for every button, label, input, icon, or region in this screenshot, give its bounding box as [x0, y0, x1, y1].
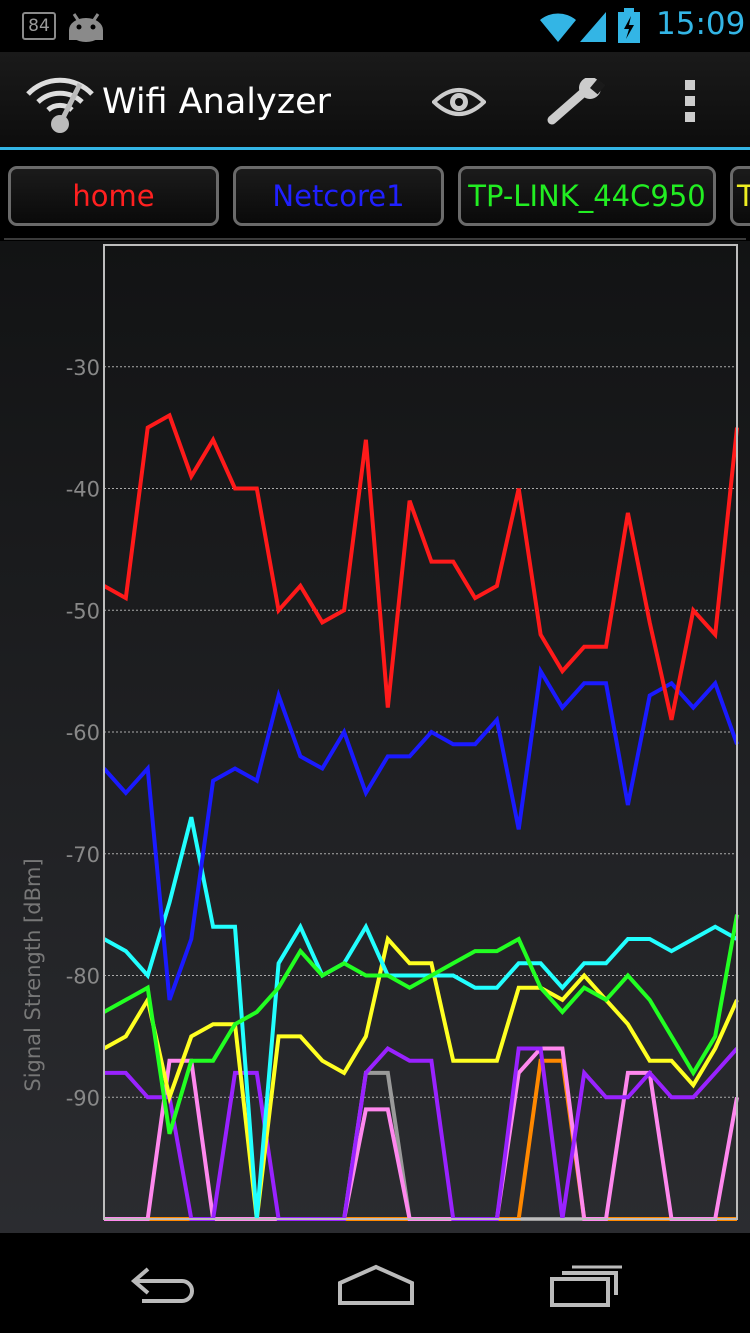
series-line-6 — [104, 1046, 739, 1221]
wrench-icon[interactable] — [546, 78, 606, 126]
chart-background — [0, 241, 750, 1233]
ssid-tab-label: home — [72, 179, 155, 213]
series-line-2 — [103, 914, 739, 1135]
status-bar: 84 15:09 — [0, 0, 750, 52]
notification-icon: 84 — [22, 12, 56, 40]
y-tick-label: -30 — [66, 356, 100, 380]
ssid-tab-tp-link[interactable]: TP-LINK_44C950 — [458, 166, 716, 226]
back-icon[interactable] — [130, 1265, 204, 1305]
y-axis-ticks: -30 -40 -50 -60 -70 -80 -90 — [66, 356, 100, 1111]
series-line-3 — [103, 816, 738, 1220]
eye-icon[interactable] — [432, 84, 486, 120]
clock: 15:09 — [656, 6, 746, 42]
y-tick-label: -70 — [66, 843, 100, 867]
signal-icon — [580, 12, 606, 42]
y-tick-label: -60 — [66, 721, 100, 745]
series-line-1 — [102, 665, 739, 1001]
recent-apps-icon[interactable] — [548, 1263, 624, 1309]
ssid-tab-label: T — [737, 179, 750, 213]
series-line-8 — [104, 1070, 737, 1221]
notification-count: 84 — [28, 16, 50, 36]
y-tick-label: -90 — [66, 1086, 100, 1110]
divider — [4, 238, 746, 240]
battery-charging-icon — [618, 8, 640, 43]
overflow-menu-icon[interactable] — [682, 80, 698, 126]
ssid-tab-netcore1[interactable]: Netcore1 — [233, 166, 444, 226]
series-line-4 — [103, 934, 739, 1220]
app-title: Wifi Analyzer — [102, 82, 332, 122]
y-tick-label: -80 — [66, 965, 100, 989]
y-tick-label: -40 — [66, 478, 100, 502]
ssid-tab-label: Netcore1 — [272, 179, 405, 213]
signal-strength-chart: -30 -40 -50 -60 -70 -80 -90 Signal Strength [d… — [21, 244, 739, 1221]
ssid-tab-home[interactable]: home — [8, 166, 219, 226]
ssid-tab-label: TP-LINK_44C950 — [468, 179, 706, 213]
y-axis-label: Signal Strength [dBm] — [21, 858, 45, 1091]
android-icon — [69, 13, 103, 42]
wifi-analyzer-app-icon — [26, 77, 94, 133]
action-bar: Wifi Analyzer — [0, 52, 750, 150]
wifi-icon — [540, 13, 576, 42]
chart-series — [102, 412, 739, 1221]
series-line-0 — [103, 412, 739, 721]
ssid-tab-partial[interactable]: T — [730, 166, 750, 226]
ssid-tab-strip: home Netcore1 TP-LINK_44C950 T — [0, 153, 750, 241]
home-icon[interactable] — [336, 1263, 416, 1307]
plot-frame — [103, 244, 738, 1220]
navigation-bar — [0, 1233, 750, 1333]
y-tick-label: -50 — [66, 599, 100, 623]
